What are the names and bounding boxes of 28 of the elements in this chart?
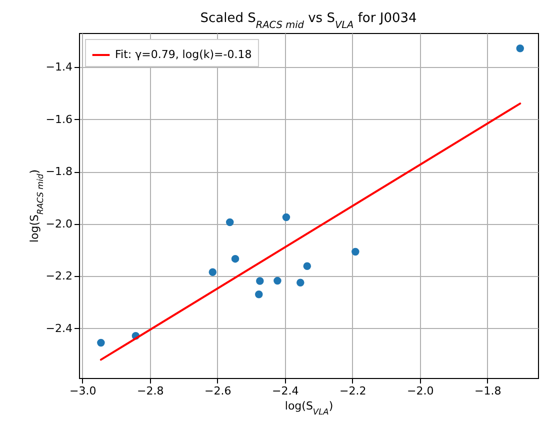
x-tick-label: −1.8	[474, 384, 502, 398]
point	[255, 290, 263, 298]
point	[516, 44, 524, 52]
point	[226, 218, 234, 226]
point	[274, 276, 282, 285]
y-tick-label: −1.6	[46, 112, 72, 126]
y-tick-label: −2.2	[46, 270, 72, 283]
point	[256, 277, 264, 285]
x-tick-label: −2.8	[137, 384, 164, 398]
point	[352, 248, 360, 256]
point	[208, 268, 217, 276]
legend-label: Fit: γ=0.79, log(k)=-0.18	[115, 48, 252, 61]
y-tick-label: −2.0	[46, 217, 72, 230]
x-tick-label: −2.6	[204, 384, 232, 398]
x-tick-label: −2.2	[340, 384, 366, 398]
x-tick-label: −2.4	[272, 384, 299, 398]
point	[296, 278, 304, 286]
y-tick-label: −1.8	[46, 165, 72, 178]
point	[303, 262, 312, 270]
y-tick-label: −1.4	[46, 60, 72, 74]
chart-title: Scaled S$_{RACS mid}$ vs S$_{VLA}$ for J0034	[200, 11, 417, 30]
x-tick-label: −2.0	[407, 384, 434, 398]
point	[231, 254, 240, 263]
y-tick-label: −2.4	[46, 322, 72, 335]
x-tick-label: −3.0	[70, 384, 96, 398]
x-axis-title: log(S$_{VLA}$)	[284, 400, 334, 416]
point	[97, 338, 105, 347]
point	[282, 213, 290, 222]
